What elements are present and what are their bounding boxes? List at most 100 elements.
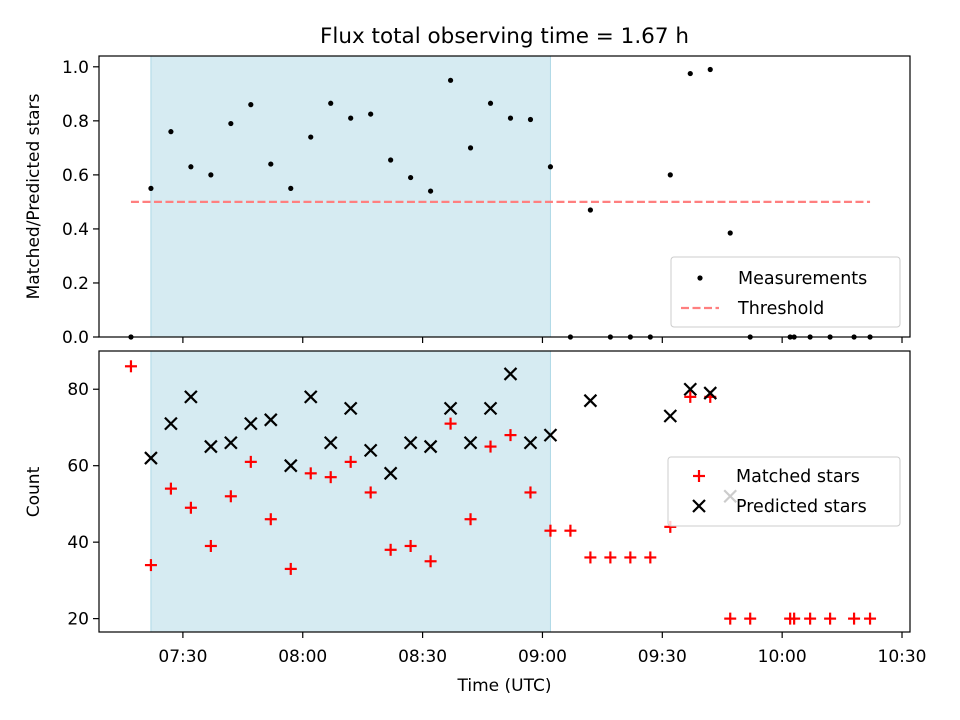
bottom-series-1-point-4 <box>224 435 238 450</box>
bottom-series-0-point-25 <box>624 551 637 564</box>
top-y-axis-label: Matched/Predicted stars <box>24 93 44 299</box>
legend-measurements-label: Measurements <box>738 269 867 289</box>
top-legend: Measurements Threshold <box>670 256 901 328</box>
legend-predicted-marker <box>692 499 706 513</box>
xtick-label-6: 10:30 <box>878 647 927 667</box>
ratio-panel: 0.0 0.2 0.4 0.6 0.8 1.0 <box>62 55 911 348</box>
bottom-series-0-point-8 <box>284 562 297 575</box>
bottom-series-0-point-19 <box>504 429 517 442</box>
bottom-series-0-point-14 <box>404 539 417 552</box>
bottom-observing-span <box>150 350 551 633</box>
xtick-label-3: 09:00 <box>518 647 567 667</box>
xtick-label-1: 08:00 <box>278 647 327 667</box>
bottom-series-0-point-35 <box>824 612 837 625</box>
top-series-0-point-2 <box>168 129 174 135</box>
top-series-0-point-23 <box>587 207 593 213</box>
bottom-series-1-point-9 <box>323 435 338 450</box>
legend-predicted-label: Predicted stars <box>736 497 867 517</box>
bottom-series-0-point-13 <box>384 543 397 556</box>
bottom-legend: Matched stars Predicted stars <box>667 456 901 527</box>
top-ytick-label-2: 0.4 <box>62 220 89 240</box>
bottom-series-0-point-16 <box>444 417 457 430</box>
xtick-label-5: 10:00 <box>758 647 807 667</box>
top-series-0-point-14 <box>408 174 414 181</box>
top-series-0-point-3 <box>188 164 194 170</box>
top-series-0-point-15 <box>427 188 434 194</box>
top-series-0-point-1 <box>148 185 154 191</box>
bottom-series-1-point-24 <box>703 386 718 400</box>
bottom-ytick-label-0: 20 <box>67 610 89 630</box>
bottom-series-0-point-15 <box>424 555 437 568</box>
bottom-series-0-point-20 <box>524 486 537 499</box>
top-series-0-point-27 <box>667 172 673 178</box>
top-series-0-point-30 <box>727 230 733 236</box>
count-panel: 20 40 60 80 07:30 08:00 08:30 09:00 09:30 10:00 10… <box>67 350 927 667</box>
bottom-series-0-point-21 <box>544 524 557 537</box>
chart-title: Flux total observing time = 1.67 h <box>320 24 689 49</box>
top-series-0-point-10 <box>328 100 334 106</box>
bottom-series-0-point-36 <box>848 612 861 625</box>
bottom-series-0-point-18 <box>484 440 497 453</box>
bottom-series-0-point-11 <box>344 455 357 468</box>
bottom-series-0-point-17 <box>464 513 477 526</box>
bottom-series-1-point-15 <box>443 401 458 416</box>
bottom-series-1-point-20 <box>543 428 558 442</box>
bottom-series-0-point-12 <box>364 486 377 499</box>
xtick-label-4: 09:30 <box>638 647 687 667</box>
bottom-series-0-point-30 <box>724 612 737 625</box>
bottom-series-0-point-23 <box>584 551 597 564</box>
top-ytick-label-5: 1.0 <box>62 58 89 78</box>
bottom-series-0-point-5 <box>224 490 237 503</box>
bottom-ytick-label-1: 40 <box>67 533 89 553</box>
xtick-label-0: 07:30 <box>158 647 207 667</box>
bottom-series-1-point-6 <box>264 413 278 427</box>
top-series-0-point-5 <box>228 120 234 127</box>
bottom-y-axis-label: Count <box>24 466 44 517</box>
bottom-series-1-point-3 <box>204 439 218 454</box>
bottom-series-0-point-22 <box>564 524 577 537</box>
top-series-0-point-8 <box>288 185 294 191</box>
bottom-series-1-point-7 <box>283 458 298 473</box>
bottom-series-1-point-10 <box>343 401 358 416</box>
top-series-0-point-13 <box>388 157 394 163</box>
top-series-0-point-19 <box>507 115 514 121</box>
legend-matched-label: Matched stars <box>736 467 860 487</box>
bottom-series-1-point-13 <box>403 435 418 450</box>
bottom-series-1-point-17 <box>483 401 498 416</box>
top-series-0-point-17 <box>467 145 474 151</box>
top-series-0-point-20 <box>527 116 534 123</box>
bottom-series-0-point-24 <box>604 551 617 564</box>
bottom-series-1-point-1 <box>164 416 178 431</box>
bottom-series-1-point-21 <box>583 393 598 408</box>
bottom-series-1-point-23 <box>683 382 698 397</box>
top-ytick-label-3: 0.6 <box>62 166 89 186</box>
legend-threshold-label: Threshold <box>737 299 824 319</box>
top-ytick-label-0: 0.0 <box>62 328 89 348</box>
bottom-ytick-label-3: 80 <box>67 380 89 400</box>
top-observing-span <box>150 55 551 338</box>
top-series-0-point-29 <box>707 66 713 73</box>
bottom-series-0-point-1 <box>144 559 157 572</box>
top-series-0-point-11 <box>348 115 354 121</box>
bottom-series-0-point-31 <box>744 612 757 625</box>
bottom-series-0-point-37 <box>864 612 877 625</box>
top-series-0-point-12 <box>368 111 374 117</box>
top-series-0-point-21 <box>547 164 554 170</box>
bottom-series-1-point-0 <box>144 451 158 465</box>
x-axis-label: Time (UTC) <box>457 676 552 696</box>
bottom-series-0-point-4 <box>204 539 217 552</box>
top-series-0-point-16 <box>447 77 454 83</box>
bottom-series-1-point-22 <box>663 409 678 423</box>
bottom-ytick-label-2: 60 <box>67 457 89 477</box>
bottom-series-0-point-33 <box>788 612 801 625</box>
top-axes-frame <box>98 55 911 338</box>
bottom-series-0-point-7 <box>264 513 277 526</box>
top-series-0-point-6 <box>248 102 254 108</box>
top-series-0-point-7 <box>268 161 274 167</box>
bottom-series-0-point-34 <box>804 612 817 625</box>
bottom-series-0-point-28 <box>684 390 697 403</box>
bottom-series-0-point-9 <box>304 467 317 480</box>
bottom-series-0-point-2 <box>164 482 177 495</box>
bottom-axes-frame <box>98 350 911 633</box>
bottom-series-1-point-8 <box>303 390 318 404</box>
